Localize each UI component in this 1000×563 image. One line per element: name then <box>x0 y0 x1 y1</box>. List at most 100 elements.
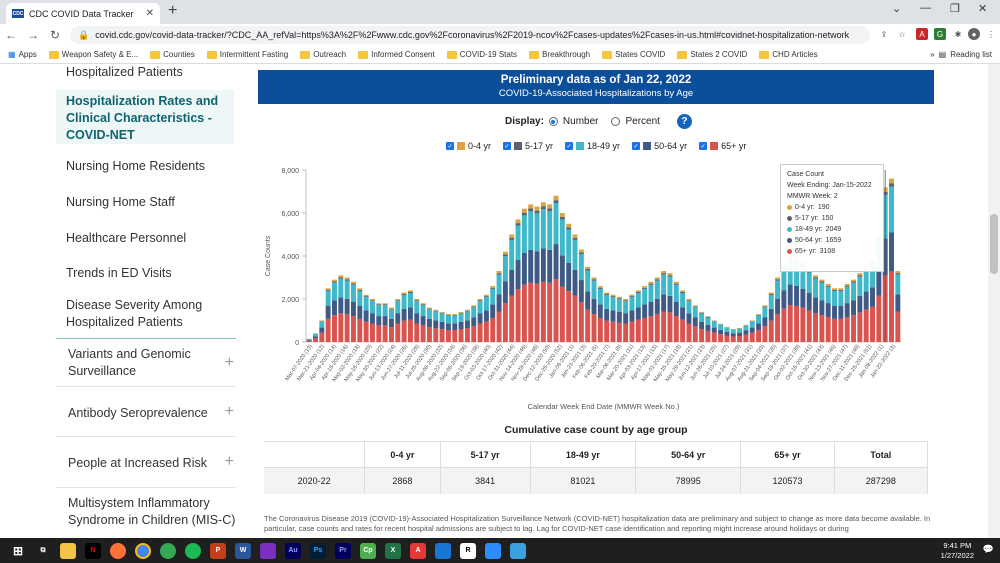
sidebar-section-antibody[interactable]: Antibody Seroprevalence <box>68 406 208 420</box>
minimize-icon[interactable]: — <box>920 2 931 14</box>
app-icon[interactable]: R <box>460 542 476 559</box>
bookmark-item[interactable]: COVID-19 Stats <box>446 50 517 59</box>
expand-plus-icon[interactable]: + <box>224 354 234 371</box>
scrollbar-thumb[interactable] <box>990 214 998 274</box>
new-tab-icon[interactable]: + <box>168 2 178 19</box>
bookmark-item[interactable]: States COVID <box>602 50 665 59</box>
bookmark-item[interactable]: Outreach <box>300 50 346 59</box>
bookmark-item[interactable]: Intermittent Fasting <box>206 50 288 59</box>
chart-bar-segment <box>363 310 369 322</box>
chart-bar-segment <box>623 301 629 314</box>
forward-icon[interactable]: → <box>27 28 39 42</box>
legend-item-50-64[interactable]: ✓ 50-64 yr <box>632 141 688 151</box>
camtasia-icon[interactable]: Cp <box>360 542 376 559</box>
windows-start-icon[interactable]: ⊞ <box>12 543 24 558</box>
legend-item-65-plus[interactable]: ✓ 65+ yr <box>699 141 747 151</box>
extensions-puzzle-icon[interactable]: ✱ <box>954 29 962 39</box>
address-bar[interactable]: 🔒 covid.cdc.gov/covid-data-tracker/?CDC_… <box>70 26 870 44</box>
audition-icon[interactable]: Au <box>285 542 301 559</box>
dot-icon <box>787 249 792 254</box>
checkbox-icon[interactable]: ✓ <box>699 142 708 150</box>
file-explorer-icon[interactable] <box>60 542 76 559</box>
share-icon[interactable]: ⇪ <box>880 29 888 39</box>
bookmark-item[interactable]: Counties <box>150 50 195 59</box>
chrome-app-icon[interactable] <box>160 542 176 559</box>
notification-icon[interactable]: 💬 <box>982 544 994 554</box>
chrome-icon[interactable] <box>135 542 151 559</box>
number-radio[interactable] <box>548 117 558 126</box>
chart-bar-segment <box>699 311 705 313</box>
system-clock[interactable]: 9:41 PM 1/27/2022 <box>940 541 974 560</box>
sidebar-item-healthcare-personnel[interactable]: Healthcare Personnel <box>66 231 187 245</box>
chart-bar-segment <box>813 275 819 278</box>
bookmark-item[interactable]: Breakthrough <box>529 50 590 59</box>
sidebar-item-nursing-home-residents[interactable]: Nursing Home Residents <box>66 159 205 173</box>
reload-icon[interactable]: ↻ <box>49 28 61 42</box>
legend-item-0-4[interactable]: ✓ 0-4 yr <box>446 141 492 151</box>
help-icon[interactable]: ? <box>676 114 692 129</box>
pdf-extension-icon[interactable]: A <box>916 28 928 40</box>
sidebar-section-variants[interactable]: Variants and Genomic Surveillance <box>68 347 191 378</box>
profile-avatar-icon[interactable]: ● <box>968 28 980 40</box>
sidebar-section-mis-c[interactable]: Multisystem Inflammatory Syndrome in Chi… <box>68 496 236 527</box>
checkbox-icon[interactable]: ✓ <box>446 142 454 150</box>
legend-item-5-17[interactable]: ✓ 5-17 yr <box>503 141 554 151</box>
sidebar-item-disease-severity[interactable]: Disease Severity Among Hospitalized Pati… <box>66 298 203 329</box>
reading-list-button[interactable]: Reading list <box>950 50 992 59</box>
maximize-icon[interactable]: ❐ <box>950 3 960 15</box>
expand-plus-icon[interactable]: + <box>224 403 234 420</box>
checkbox-icon[interactable]: ✓ <box>503 142 512 150</box>
sidebar-item-nursing-home-staff[interactable]: Nursing Home Staff <box>66 195 175 209</box>
bookmark-star-icon[interactable]: ☆ <box>898 29 906 39</box>
chart-bar-segment <box>332 279 337 282</box>
app-icon[interactable] <box>435 542 451 559</box>
bookmark-item[interactable]: Informed Consent <box>358 50 435 59</box>
acrobat-icon[interactable]: A <box>410 542 426 559</box>
zoom-icon[interactable] <box>485 542 501 559</box>
word-icon[interactable]: W <box>235 542 251 559</box>
app-icon[interactable] <box>260 542 276 559</box>
sidebar-section-increased-risk[interactable]: People at Increased Risk <box>68 456 207 470</box>
photos-icon[interactable] <box>510 542 526 559</box>
chart-bar-segment <box>313 333 318 337</box>
photoshop-icon[interactable]: Ps <box>310 542 326 559</box>
bookmark-item[interactable]: States 2 COVID <box>677 50 747 59</box>
checkbox-icon[interactable]: ✓ <box>632 142 641 150</box>
chart-bar-segment <box>819 282 825 301</box>
close-window-icon[interactable]: ✕ <box>978 3 988 15</box>
chart-bar-segment <box>838 289 844 291</box>
chart-bar-segment <box>540 281 546 342</box>
browser-tab[interactable]: CDC CDC COVID Data Tracker ✕ <box>6 3 160 24</box>
powerpoint-icon[interactable]: P <box>210 542 226 559</box>
bookmark-item[interactable]: CHD Articles <box>759 50 818 59</box>
firefox-icon[interactable] <box>110 542 126 559</box>
y-tick-label: 6,000 <box>281 211 299 218</box>
sidebar-item-active[interactable]: Hospitalization Rates and Clinical Chara… <box>56 90 234 144</box>
excel-icon[interactable]: X <box>385 542 401 559</box>
extension-icon[interactable]: G <box>934 28 946 40</box>
folder-icon <box>300 50 311 59</box>
sidebar-item-hospitalized-patients[interactable]: Hospitalized Patients <box>66 65 183 79</box>
netflix-icon[interactable]: N <box>85 542 101 559</box>
menu-kebab-icon[interactable]: ⋮ <box>987 29 995 39</box>
more-bookmarks-icon[interactable]: » <box>930 50 935 59</box>
scrollbar[interactable] <box>988 64 1000 538</box>
bookmark-item[interactable]: Weapon Safety & E... <box>48 50 138 59</box>
expand-plus-icon[interactable]: + <box>224 453 234 470</box>
chart-bar-segment <box>832 290 838 306</box>
premiere-icon[interactable]: Pr <box>335 542 351 559</box>
chart-bar-segment <box>338 313 344 342</box>
percent-radio[interactable] <box>611 117 621 126</box>
legend-item-18-49[interactable]: ✓ 18-49 yr <box>565 141 621 151</box>
chart-bar-segment <box>794 262 800 286</box>
tab-search-icon[interactable]: ⌄ <box>892 3 902 15</box>
sidebar-item-ed-visits[interactable]: Trends in ED Visits <box>66 266 172 280</box>
back-icon[interactable]: ← <box>5 28 17 42</box>
close-tab-icon[interactable]: ✕ <box>145 8 154 19</box>
checkbox-icon[interactable]: ✓ <box>565 142 574 150</box>
bookmark-apps[interactable]: ▦ Apps <box>8 50 37 59</box>
chart-bar-segment <box>401 292 407 295</box>
spotify-icon[interactable] <box>185 542 201 559</box>
task-view-icon[interactable]: ⧉ <box>40 546 46 554</box>
chart-bar-segment <box>458 313 464 322</box>
